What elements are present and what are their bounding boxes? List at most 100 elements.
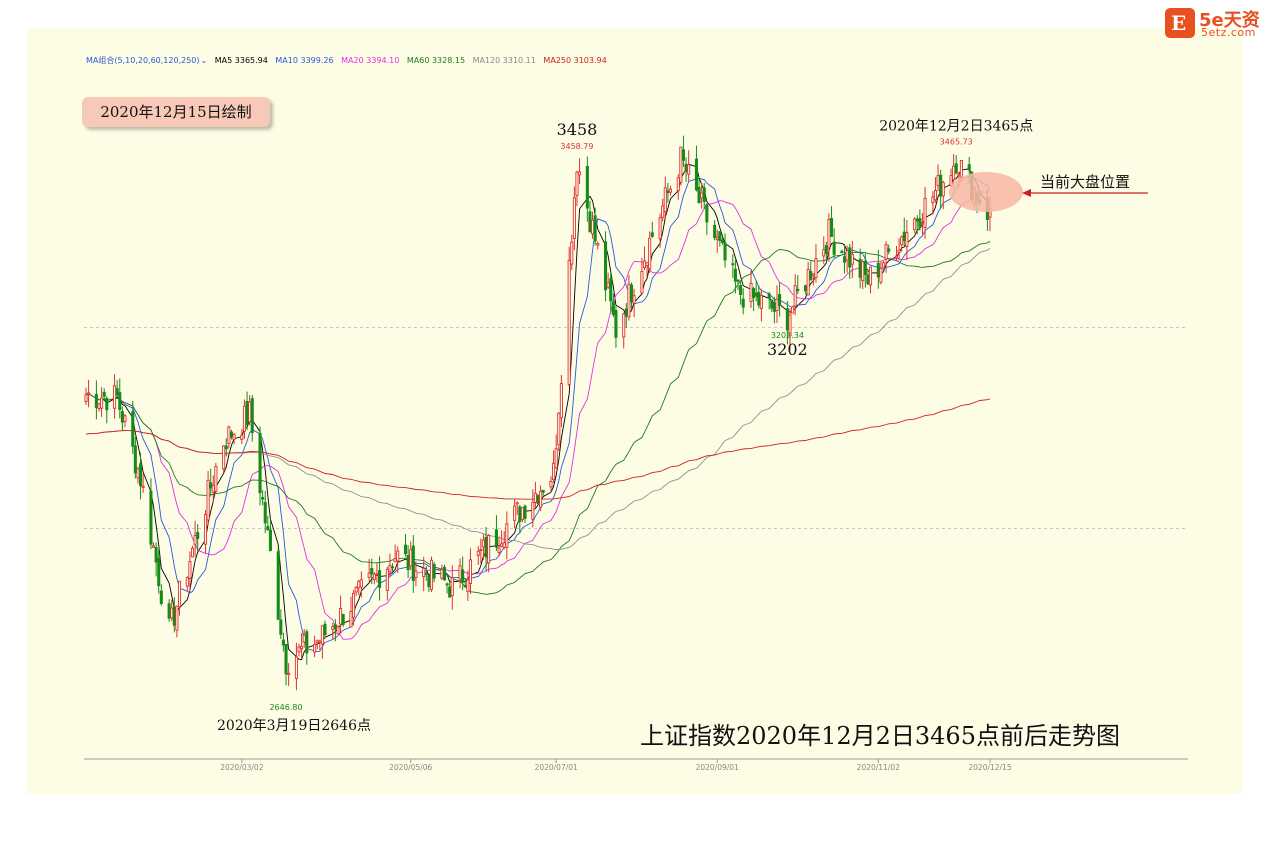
- candle-up: [487, 535, 491, 564]
- candle-up: [879, 267, 883, 283]
- candle-up: [700, 192, 704, 199]
- candle-down: [133, 445, 137, 474]
- candle-up: [933, 190, 937, 201]
- candle-up: [227, 426, 231, 444]
- candle-down: [832, 241, 836, 255]
- candle-down: [809, 270, 813, 281]
- candle-down: [741, 298, 745, 308]
- candle-up: [190, 547, 195, 558]
- ma10-line: [85, 176, 991, 653]
- ma60-line: [85, 240, 991, 595]
- x-tick-label: 2020/12/15: [968, 763, 1011, 772]
- candle-up: [248, 401, 252, 423]
- candle-up: [894, 255, 899, 258]
- chart-title: 上证指数2020年12月2日3465点前后走势图: [640, 722, 1120, 750]
- candle-up: [193, 535, 197, 545]
- candle-up: [354, 587, 358, 593]
- candle-down: [767, 293, 771, 299]
- candle-up: [868, 266, 873, 286]
- candle-down: [159, 590, 163, 604]
- candle-up: [627, 283, 631, 318]
- candle-up: [375, 573, 379, 576]
- candle-down: [611, 301, 615, 316]
- candle-up: [349, 611, 353, 628]
- candle-up: [414, 570, 418, 578]
- candle-down: [604, 241, 608, 291]
- candle-up: [557, 412, 561, 446]
- candle-down: [804, 285, 808, 292]
- candle-up: [222, 445, 226, 470]
- candle-up: [913, 218, 917, 231]
- ma250-line: [85, 398, 991, 500]
- candle-down: [341, 613, 345, 625]
- candle-up: [497, 547, 501, 553]
- candle-up: [302, 634, 306, 643]
- candle-down: [258, 432, 262, 494]
- chevron-down-icon[interactable]: ⌄: [200, 56, 208, 65]
- candle-up: [596, 242, 600, 246]
- candle-up: [287, 672, 291, 676]
- ma-legend-ma10: MA10 3399.26: [275, 56, 334, 65]
- candle-down: [154, 547, 158, 563]
- candle-up: [897, 249, 901, 253]
- candle-down: [442, 566, 447, 581]
- candle-down: [167, 603, 171, 619]
- candle-up: [687, 164, 691, 175]
- candle-up: [533, 492, 537, 503]
- candle-up: [793, 285, 797, 307]
- candle-down: [752, 288, 756, 298]
- candle-down: [157, 557, 161, 587]
- ma-legend-ma60: MA60 3328.15: [406, 56, 466, 65]
- candle-up: [152, 545, 156, 548]
- candle-up: [663, 187, 667, 212]
- candle-down: [666, 190, 670, 194]
- candle-down: [424, 572, 428, 575]
- candle-up: [357, 580, 361, 589]
- candle-down: [102, 391, 106, 397]
- candle-down: [733, 268, 737, 282]
- grid-layer: [84, 327, 1188, 530]
- candle-down: [541, 489, 545, 493]
- candle-down: [887, 248, 891, 252]
- candle-down: [967, 164, 971, 171]
- candle-down: [261, 497, 265, 500]
- candle-up: [500, 543, 504, 547]
- candle-up: [949, 175, 953, 187]
- candle-down: [772, 303, 776, 312]
- candle-down: [115, 388, 119, 396]
- candle-down: [866, 274, 870, 285]
- candle-up: [606, 282, 610, 288]
- candle-down: [196, 531, 200, 539]
- candle-up: [952, 165, 956, 181]
- candle-down: [585, 165, 589, 209]
- candle-up: [591, 219, 595, 235]
- candle-up: [505, 523, 509, 548]
- candle-up: [676, 177, 680, 192]
- candle-up: [642, 260, 647, 268]
- candle-up: [827, 219, 831, 249]
- candle-up: [632, 295, 636, 304]
- candle-up: [113, 385, 117, 409]
- candle-up: [170, 607, 174, 619]
- candle-up: [850, 254, 854, 265]
- candle-down: [432, 564, 436, 579]
- candle-up: [640, 271, 644, 294]
- ma-legend: MA组合(5,10,20,60,120,250)⌄ MA5 3365.94 MA…: [86, 55, 612, 66]
- candle-down: [536, 495, 540, 504]
- candle-layer: [84, 135, 992, 691]
- ma5-line: [85, 163, 991, 660]
- candle-down: [494, 529, 498, 548]
- annotation-label: 2020年12月2日3465点: [879, 119, 1033, 135]
- candle-down: [754, 292, 758, 297]
- candle-up: [622, 313, 626, 338]
- candle-up: [458, 565, 462, 580]
- ma-legend-group[interactable]: MA组合(5,10,20,60,120,250): [86, 56, 200, 65]
- candle-up: [941, 182, 945, 197]
- candle-up: [385, 568, 389, 592]
- candle-up: [297, 646, 301, 653]
- annotation-label: 2020年3月19日2646点: [217, 718, 371, 734]
- candle-up: [203, 514, 208, 545]
- candle-up: [845, 250, 849, 261]
- annotation-value: 2646.80: [269, 703, 302, 712]
